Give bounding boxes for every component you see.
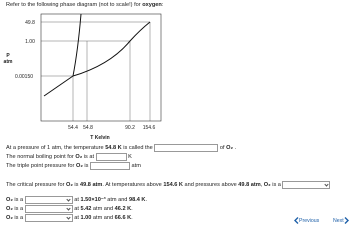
x-label: 90.2	[125, 125, 135, 131]
plot-frame	[40, 13, 162, 122]
x-title: T Kelvin	[90, 135, 109, 141]
question: At a pressure of 1 atm, the temperature …	[6, 144, 236, 152]
text: is a	[12, 215, 25, 222]
text: . At temperatures above	[102, 182, 164, 189]
question: The normal boiling point for O₂ is at K	[6, 153, 132, 161]
text: atm and	[91, 215, 115, 222]
text: .	[131, 206, 133, 213]
text: O₂	[66, 182, 73, 189]
question: O₂ is a at 5.42 atm and 46.2 K.	[6, 205, 133, 213]
previous-button[interactable]: Previous	[294, 217, 319, 224]
text: is a	[270, 182, 283, 189]
text: O₂	[263, 182, 271, 189]
text: O₂	[6, 197, 13, 204]
y-label: 1.00	[25, 39, 35, 45]
y-label: 49.8	[25, 20, 35, 26]
previous-label: Previous	[299, 217, 320, 224]
text: .	[131, 215, 133, 222]
text: at	[72, 206, 81, 213]
text: O₂	[6, 215, 13, 222]
icon	[294, 217, 299, 224]
text: The critical pressure for	[6, 182, 66, 189]
text: O₂	[75, 163, 83, 170]
text: is at	[82, 154, 96, 161]
text: is	[82, 163, 90, 170]
text: 49.8 atm	[238, 182, 261, 189]
question: O₂ is a at 1.50×10⁻³ atm and 98.4 K.	[6, 196, 147, 204]
answer-select[interactable]	[24, 214, 73, 222]
answer-select[interactable]	[24, 205, 73, 213]
text: 98.4 K	[128, 197, 146, 204]
text: At a pressure of 1 atm, the temperature	[6, 145, 106, 152]
fusion-curve	[72, 13, 82, 77]
sublimation-curve	[43, 75, 74, 97]
text: at	[72, 215, 81, 222]
y-unit: atm	[4, 59, 13, 65]
text: 66.6 K	[114, 215, 132, 222]
text: is a	[12, 197, 25, 204]
y-title: P	[6, 53, 10, 59]
question: The triple point pressure for O₂ is atm	[6, 162, 141, 170]
x-label: 54.8	[83, 125, 93, 131]
question: The critical pressure for O₂ is 49.8 atm…	[6, 181, 331, 189]
text: 1.00	[80, 215, 92, 222]
text: The triple point pressure for	[6, 163, 76, 170]
text: ,	[260, 182, 264, 189]
text: The normal boiling point for	[6, 154, 76, 161]
next-label: Next	[333, 217, 344, 224]
phase-curves	[43, 13, 151, 97]
text: O₂	[75, 154, 83, 161]
guide-lines	[41, 21, 151, 121]
answer-select[interactable]	[24, 196, 73, 204]
text: .	[232, 145, 237, 152]
answer-input[interactable]	[89, 162, 130, 170]
text: 54.8 K	[105, 145, 122, 152]
intro-text: Refer to the following phase diagram (no…	[6, 2, 143, 8]
text: of	[218, 145, 227, 152]
x-label: 54.4	[68, 125, 78, 131]
phase-diagram: 49.8 1.00 0.00150 P atm 54.4 54.8 90.2 1…	[4, 13, 162, 141]
text: is	[72, 182, 80, 189]
text: and pressures above	[182, 182, 239, 189]
text: .	[145, 197, 148, 204]
intro-end: :	[161, 2, 164, 8]
text: atm	[129, 163, 141, 170]
vaporization-curve	[72, 21, 151, 77]
text: 154.6 K	[163, 182, 183, 189]
answer-input[interactable]	[154, 144, 219, 152]
substance: oxygen	[142, 2, 162, 8]
text: 5.42	[80, 206, 92, 213]
y-label: 0.00150	[15, 74, 33, 80]
text: is called the	[121, 145, 155, 152]
next-button[interactable]: Next	[333, 217, 349, 224]
text: 46.2 K	[114, 206, 132, 213]
text: O₂	[6, 206, 13, 213]
text: 1.50×10⁻³	[80, 197, 106, 204]
text: K	[126, 154, 132, 161]
intro: Refer to the following phase diagram (no…	[6, 2, 163, 8]
answer-select[interactable]	[282, 181, 331, 189]
answer-input[interactable]	[95, 153, 127, 161]
text: atm and	[91, 206, 115, 213]
text: O₂	[226, 145, 233, 152]
text: atm and	[105, 197, 129, 204]
icon	[344, 217, 349, 224]
page: Refer to the following phase diagram (no…	[0, 0, 350, 232]
text: is a	[12, 206, 25, 213]
text: 49.8 atm	[80, 182, 103, 189]
text: at	[72, 197, 81, 204]
x-label: 154.6	[143, 125, 156, 131]
question: O₂ is a at 1.00 atm and 66.6 K.	[6, 214, 133, 222]
